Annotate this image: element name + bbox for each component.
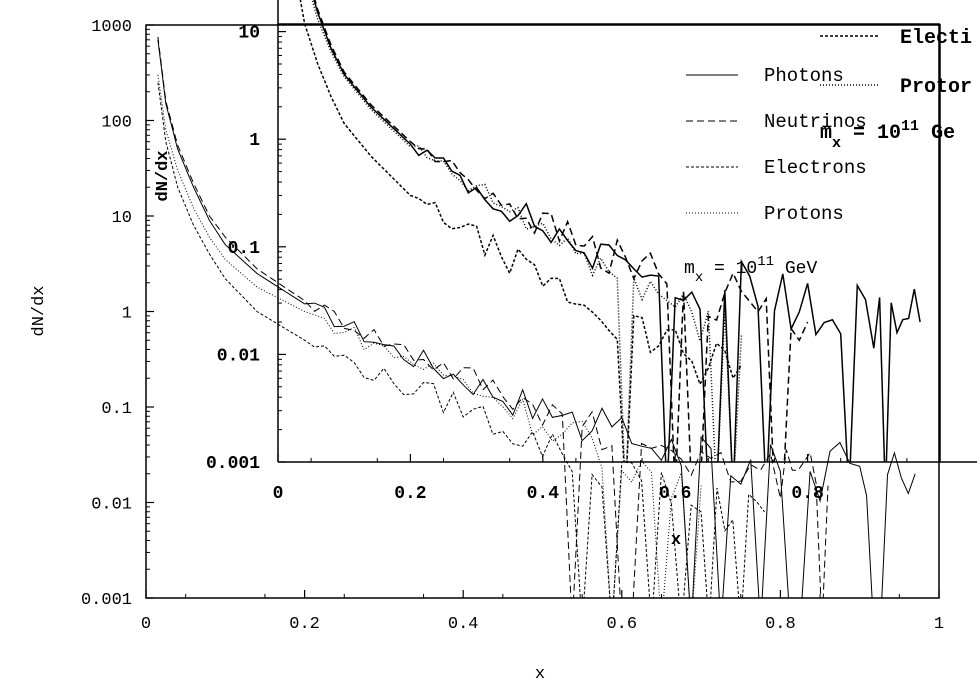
y-tick-label: 0.01 [91,496,132,515]
series-line-neutrinos [157,36,829,598]
inset-legend-label-electi: Electi [900,27,972,50]
series-line-electi [299,0,743,462]
inset-x-axis-label: x [671,531,681,550]
x-tick-label: 0.6 [606,615,637,634]
legend-label-protons: Protons [764,203,844,225]
inset-background [278,0,977,462]
x-tick-label: 0.8 [765,615,796,634]
inset-mass-annotation: mx = 1011 Ge [820,118,955,152]
x-tick-label: 0.2 [289,615,320,634]
y-tick-label: 0.1 [228,239,261,259]
x-tick-label: 0.2 [394,484,426,504]
legend-label-neutrinos: Neutrinos [764,111,867,133]
y-tick-label: 10 [112,209,132,228]
y-tick-label: 1 [122,305,132,324]
inset-chart: 0 0.2 0.4 0.6 0.8 0.001 0.01 0.1 1 10 x dN/dx El… [154,0,977,550]
y-tick-label: 0.1 [101,400,132,419]
y-tick-label: 0.001 [206,454,260,474]
series-line-photons [157,39,916,598]
outer-mass-annotation: mx = 1011 GeV [684,254,817,286]
y-tick-label: 10 [238,24,260,44]
outer-y-ticks: 0.001 0.01 0.1 1 10 100 1000 [81,18,154,610]
x-tick-label: 0.4 [448,615,479,634]
x-tick-label: 1 [934,615,944,634]
inset-legend-label-protor: Protor [900,76,972,99]
legend-label-electrons: Electrons [764,157,867,179]
inset-legend: Electi Protor [820,27,972,99]
inset-series-group [299,0,921,462]
x-tick-label: 0.8 [791,484,823,504]
inset-y-axis-label: dN/dx [154,150,173,201]
x-tick-label: 0.6 [659,484,691,504]
y-tick-label: 0.001 [81,591,132,610]
outer-x-axis-label: x [535,665,545,684]
inset-y-ticks: 0.001 0.01 0.1 1 10 [206,24,286,474]
y-tick-label: 1000 [91,18,132,37]
y-tick-label: 0.01 [217,346,260,366]
y-tick-label: 100 [101,114,132,133]
y-tick-label: 1 [249,131,260,151]
x-tick-label: 0 [141,615,151,634]
outer-y-axis-label: dN/dx [30,285,49,336]
outer-legend: Photons Neutrinos Electrons Protons [686,65,867,225]
x-tick-label: 0 [273,484,284,504]
x-tick-label: 0.4 [527,484,560,504]
legend-label-photons: Photons [764,65,844,87]
outer-x-ticks: 0 0.2 0.4 0.6 0.8 1 [141,590,944,634]
series-line-unnamed-1 [314,0,809,462]
inset-x-ticks: 0 0.2 0.4 0.6 0.8 [273,454,908,504]
series-line-protor [311,0,743,462]
